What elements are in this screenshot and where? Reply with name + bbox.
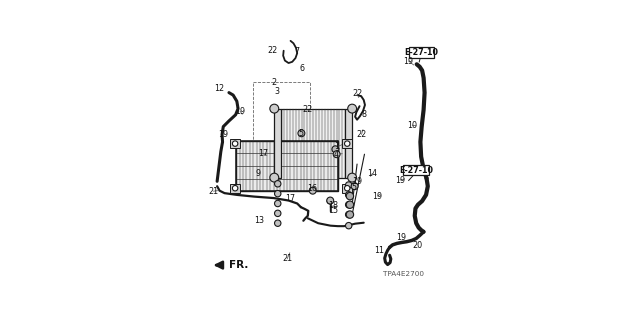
- Text: E-27-10: E-27-10: [399, 166, 433, 175]
- Text: 1: 1: [334, 142, 339, 151]
- FancyBboxPatch shape: [403, 164, 429, 175]
- Text: 19: 19: [396, 233, 406, 242]
- Text: 4: 4: [333, 150, 339, 159]
- Text: 10: 10: [407, 121, 417, 130]
- Text: 19: 19: [403, 57, 413, 66]
- Text: 16: 16: [307, 184, 317, 193]
- Circle shape: [327, 198, 333, 204]
- Circle shape: [232, 141, 238, 146]
- Circle shape: [351, 183, 358, 190]
- Text: 7: 7: [294, 47, 299, 56]
- Circle shape: [346, 201, 354, 208]
- Text: FR.: FR.: [228, 260, 248, 270]
- Text: 5: 5: [352, 183, 357, 192]
- Text: 19: 19: [218, 130, 228, 139]
- Text: 21: 21: [282, 254, 292, 263]
- Text: 17: 17: [259, 149, 269, 158]
- Circle shape: [270, 173, 279, 182]
- Circle shape: [346, 222, 352, 229]
- Text: 6: 6: [299, 64, 304, 73]
- Circle shape: [298, 130, 305, 137]
- Text: 2: 2: [271, 78, 276, 87]
- FancyBboxPatch shape: [409, 47, 434, 58]
- Circle shape: [333, 151, 340, 158]
- Text: 18: 18: [328, 202, 338, 211]
- Bar: [345, 108, 352, 178]
- Bar: [275, 108, 281, 178]
- Circle shape: [346, 211, 354, 218]
- Circle shape: [270, 104, 279, 113]
- Text: E-27-10: E-27-10: [404, 48, 438, 57]
- Text: 9: 9: [255, 169, 260, 178]
- Text: 22: 22: [268, 46, 278, 55]
- Text: 19: 19: [372, 192, 382, 201]
- Circle shape: [346, 192, 354, 200]
- Bar: [230, 139, 240, 148]
- Circle shape: [346, 212, 352, 218]
- Circle shape: [348, 173, 356, 182]
- Circle shape: [344, 141, 350, 146]
- Text: 5: 5: [299, 129, 304, 138]
- Text: 8: 8: [362, 110, 367, 119]
- Circle shape: [232, 186, 238, 191]
- Bar: [281, 108, 345, 178]
- Text: 17: 17: [285, 194, 295, 203]
- Text: 20: 20: [412, 241, 422, 250]
- Text: 15: 15: [328, 206, 338, 215]
- Text: 11: 11: [374, 246, 384, 255]
- Text: 19: 19: [235, 107, 245, 116]
- Text: 22: 22: [302, 105, 312, 114]
- Bar: [236, 141, 338, 191]
- Circle shape: [346, 182, 352, 188]
- Text: 19: 19: [395, 176, 405, 185]
- Text: 22: 22: [356, 130, 367, 139]
- Circle shape: [348, 104, 356, 113]
- Bar: [342, 184, 352, 193]
- Circle shape: [346, 202, 352, 208]
- Circle shape: [275, 190, 281, 197]
- Circle shape: [275, 180, 281, 187]
- Text: TPA4E2700: TPA4E2700: [383, 271, 424, 277]
- Text: 12: 12: [214, 84, 225, 93]
- Text: 3: 3: [275, 87, 280, 96]
- Circle shape: [327, 197, 333, 204]
- Circle shape: [332, 146, 339, 153]
- Text: 13: 13: [254, 216, 264, 225]
- Bar: [230, 184, 240, 193]
- Text: 14: 14: [367, 169, 378, 178]
- Bar: [342, 139, 352, 148]
- Circle shape: [275, 220, 281, 227]
- Circle shape: [344, 186, 350, 191]
- Circle shape: [346, 192, 352, 198]
- Circle shape: [275, 210, 281, 217]
- Circle shape: [275, 200, 281, 207]
- Text: 22: 22: [352, 89, 362, 98]
- Text: 19: 19: [352, 177, 362, 186]
- Text: 21: 21: [209, 187, 218, 196]
- Circle shape: [309, 187, 316, 194]
